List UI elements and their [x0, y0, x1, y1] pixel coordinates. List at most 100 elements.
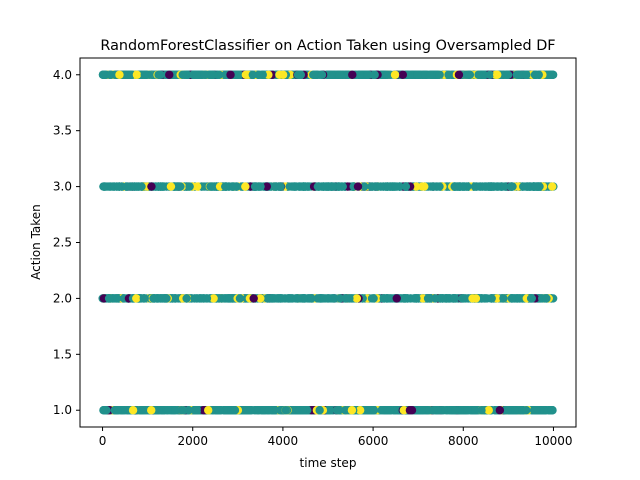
data-point — [412, 294, 421, 303]
data-point — [471, 294, 481, 303]
data-point — [301, 294, 310, 303]
data-point — [264, 406, 274, 415]
data-point — [264, 294, 274, 303]
data-point — [275, 70, 284, 79]
data-point — [104, 294, 114, 303]
data-point — [332, 406, 342, 415]
data-point — [256, 294, 265, 303]
data-point — [480, 294, 489, 303]
data-point — [499, 294, 508, 303]
x-tick-label: 6000 — [358, 434, 389, 448]
data-point — [234, 70, 244, 79]
data-point — [360, 182, 369, 191]
data-point — [522, 406, 531, 415]
data-point — [147, 182, 156, 191]
data-point — [254, 70, 263, 79]
data-point — [474, 70, 483, 79]
data-point — [315, 406, 324, 415]
data-point — [548, 70, 557, 79]
data-point — [547, 406, 556, 415]
data-point — [170, 294, 179, 303]
data-point — [307, 294, 316, 303]
data-point — [451, 406, 460, 415]
y-tick-label: 1.0 — [53, 403, 72, 417]
data-point — [353, 182, 363, 191]
data-point — [140, 70, 149, 79]
data-point — [122, 182, 131, 191]
data-point — [325, 406, 334, 415]
data-point — [165, 70, 174, 79]
data-point — [241, 70, 251, 79]
data-point — [99, 406, 109, 415]
x-tick-label: 8000 — [448, 434, 479, 448]
data-point — [202, 294, 212, 303]
data-point — [309, 70, 318, 79]
data-point — [493, 70, 502, 79]
data-point — [495, 406, 505, 415]
data-point — [209, 294, 218, 303]
data-point — [248, 70, 257, 79]
data-point — [192, 70, 201, 79]
data-point — [301, 182, 310, 191]
data-point — [147, 406, 156, 415]
data-point — [99, 182, 109, 191]
data-point — [250, 182, 260, 191]
chart-title: RandomForestClassifier on Action Taken u… — [100, 38, 555, 54]
data-point — [347, 406, 357, 415]
x-tick-label: 10000 — [534, 434, 572, 448]
data-point — [420, 70, 429, 79]
y-axis-label: Action Taken — [29, 204, 43, 280]
data-point — [383, 182, 392, 191]
data-point — [399, 406, 409, 415]
data-point — [209, 70, 218, 79]
data-point — [221, 182, 230, 191]
data-point — [454, 70, 464, 79]
data-point — [269, 182, 279, 191]
data-point — [376, 182, 385, 191]
data-point — [428, 406, 438, 415]
data-point — [200, 70, 209, 79]
data-point — [369, 406, 379, 415]
data-point — [166, 182, 176, 191]
data-point — [230, 406, 240, 415]
data-point — [426, 70, 436, 79]
data-point — [163, 406, 173, 415]
data-point — [413, 70, 422, 79]
y-tick-label: 4.0 — [53, 68, 72, 82]
data-point — [229, 182, 238, 191]
data-point — [137, 182, 146, 191]
data-point — [369, 294, 378, 303]
data-point — [322, 294, 332, 303]
data-point — [383, 70, 392, 79]
data-point — [481, 182, 490, 191]
data-point — [435, 70, 444, 79]
data-point — [136, 406, 145, 415]
y-tick-label: 3.5 — [53, 124, 72, 138]
data-point — [336, 182, 345, 191]
data-point — [400, 294, 409, 303]
data-point — [386, 406, 395, 415]
y-tick-label: 1.5 — [53, 347, 72, 361]
y-tick-label: 3.0 — [53, 180, 72, 194]
data-point — [485, 70, 495, 79]
data-point — [417, 406, 426, 415]
data-point — [162, 294, 171, 303]
data-point — [531, 182, 541, 191]
data-point — [128, 406, 138, 415]
data-point — [214, 406, 224, 415]
data-point — [276, 182, 285, 191]
data-point — [458, 294, 468, 303]
data-point — [370, 70, 379, 79]
data-point — [522, 70, 531, 79]
data-point — [438, 294, 447, 303]
data-point — [435, 182, 444, 191]
data-point — [132, 294, 141, 303]
data-point — [487, 294, 496, 303]
data-point — [352, 294, 361, 303]
x-tick-label: 4000 — [268, 434, 299, 448]
data-point — [132, 70, 142, 79]
data-point — [112, 294, 122, 303]
plot-frame — [79, 57, 577, 428]
data-point — [204, 406, 213, 415]
